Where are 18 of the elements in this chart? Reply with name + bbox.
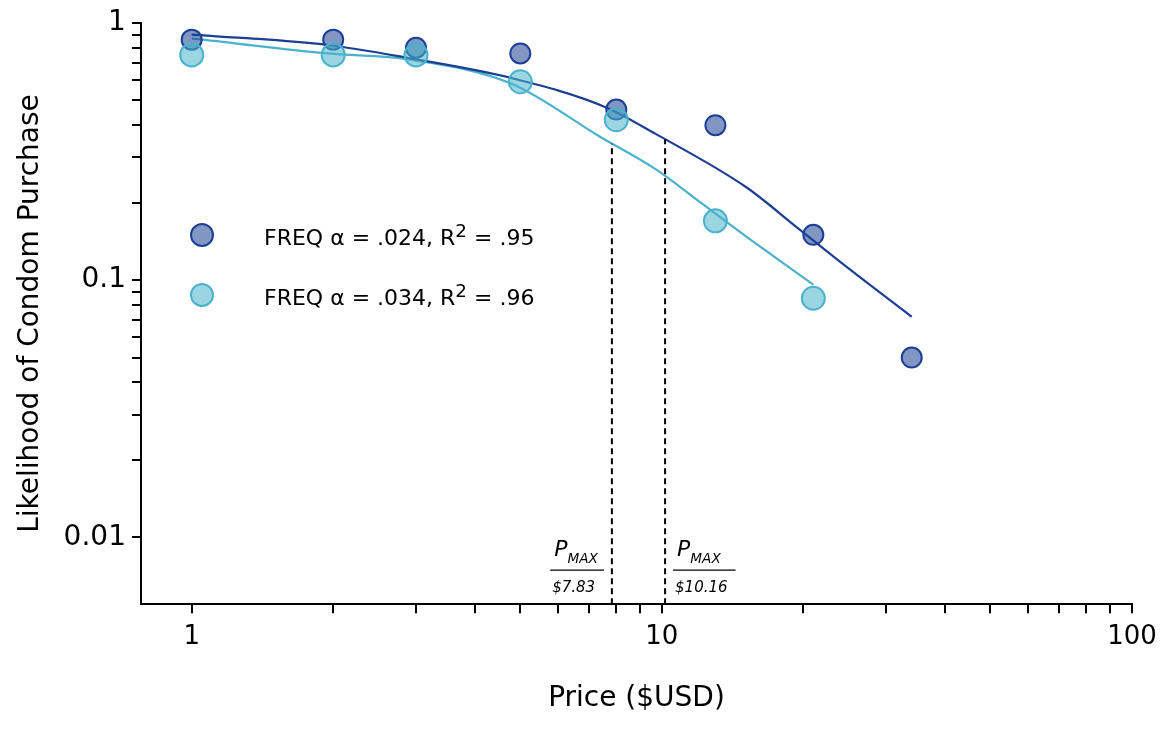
point — [603, 107, 629, 133]
y-tick-label: 1 — [108, 4, 126, 38]
point — [509, 42, 532, 65]
y-axis-title: Likelihood of Condom Purchase — [12, 94, 46, 533]
legend-label: FREQ α = .034, R$^{2}$ = .96 — [264, 279, 535, 311]
point — [800, 285, 826, 311]
legend-label: FREQ α = .024, R$^{2}$ = .95 — [264, 219, 535, 251]
x-tick-label: 10 — [645, 619, 679, 650]
point — [900, 346, 923, 369]
x-axis-title: Price ($USD) — [548, 680, 725, 714]
point — [702, 208, 728, 234]
point — [704, 114, 727, 137]
y-tick-label: 0.01 — [63, 518, 126, 552]
y-tick-label: 0.1 — [81, 261, 126, 295]
point — [507, 69, 533, 95]
x-tick-label: 100 — [1107, 619, 1157, 650]
point — [802, 223, 825, 246]
x-tick-label: 1 — [183, 619, 200, 650]
